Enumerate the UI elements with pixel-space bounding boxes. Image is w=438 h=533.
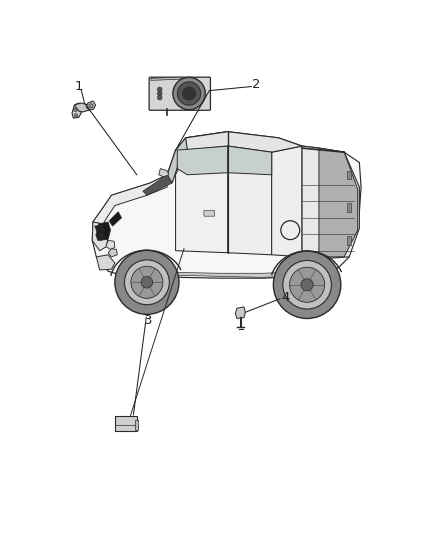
Polygon shape [167,132,228,183]
Circle shape [183,87,195,100]
Circle shape [157,91,162,96]
Text: 2: 2 [252,78,261,91]
Polygon shape [143,175,172,195]
Polygon shape [302,146,359,259]
Circle shape [173,77,205,110]
Polygon shape [96,255,115,270]
Polygon shape [95,225,105,232]
Bar [346,171,350,179]
Bar [115,416,137,431]
Polygon shape [228,146,272,175]
Bar [346,236,350,245]
Polygon shape [86,101,95,110]
Text: 1: 1 [74,80,83,93]
FancyBboxPatch shape [204,211,215,216]
Polygon shape [228,146,272,255]
Polygon shape [186,132,302,152]
Polygon shape [272,146,302,257]
Polygon shape [92,132,361,278]
Bar [135,420,138,430]
Polygon shape [108,248,117,257]
FancyBboxPatch shape [149,77,210,110]
Circle shape [74,108,77,111]
Circle shape [273,251,341,319]
Circle shape [89,104,93,108]
Polygon shape [74,103,89,112]
Polygon shape [319,148,358,257]
Bar [346,204,350,212]
Circle shape [74,114,78,117]
Polygon shape [92,222,108,251]
Circle shape [115,251,179,314]
Polygon shape [109,212,122,226]
Circle shape [290,267,325,302]
Polygon shape [177,146,228,175]
Text: 3: 3 [145,314,153,327]
Circle shape [301,279,313,291]
Circle shape [283,261,332,309]
Text: 4: 4 [281,292,290,304]
Polygon shape [93,175,167,224]
Polygon shape [72,103,81,118]
Polygon shape [106,240,115,249]
Polygon shape [96,222,110,240]
Polygon shape [151,77,180,80]
Circle shape [131,266,163,298]
Polygon shape [95,233,106,240]
Polygon shape [159,168,169,177]
Polygon shape [128,269,285,277]
Polygon shape [235,307,245,318]
Circle shape [141,277,153,288]
Circle shape [157,95,162,100]
Circle shape [157,87,162,92]
Circle shape [124,260,170,305]
Circle shape [177,82,201,105]
Polygon shape [176,146,228,253]
